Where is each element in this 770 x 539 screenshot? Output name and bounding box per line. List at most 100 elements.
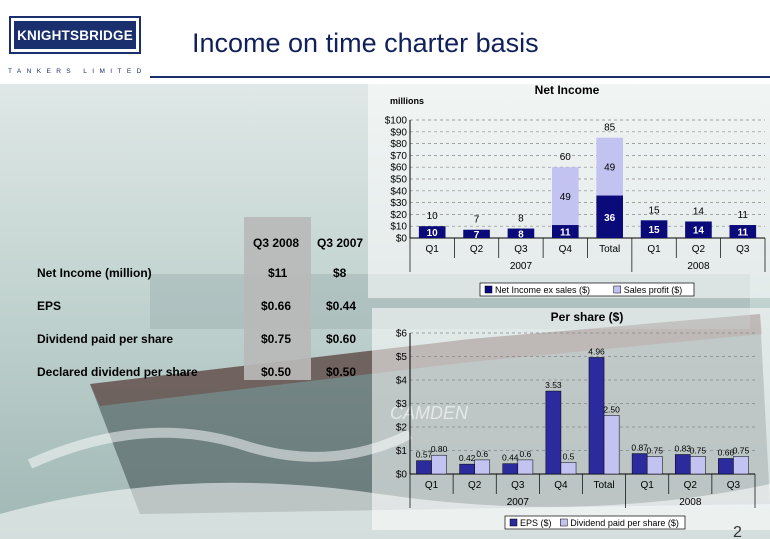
bar-data-label: 0.5	[563, 451, 575, 461]
legend-swatch	[560, 518, 568, 527]
bar-eps	[718, 458, 734, 475]
x-tick-label: Q2	[468, 480, 482, 491]
table-row-label: Net Income (million)	[37, 266, 152, 280]
table-cell: $0.75	[261, 332, 292, 346]
bar-data-label: 11	[738, 228, 749, 239]
bar-sales-profit	[596, 137, 623, 196]
x-tick-label: Q2	[470, 244, 484, 255]
table-row-label: EPS	[37, 299, 62, 313]
bar-data-label: 49	[560, 192, 572, 203]
bar-data-label: 0.44	[502, 453, 519, 463]
y-tick-label: $90	[390, 127, 407, 138]
bar-data-label: 4.96	[588, 346, 605, 356]
y-tick-label: $100	[385, 116, 408, 127]
bar-total-label: 85	[604, 123, 616, 134]
bar-eps	[502, 463, 519, 475]
chart-title: Per share ($)	[551, 310, 624, 324]
bar-net-income-ex-sales	[729, 225, 757, 238]
x-tick-label: Total	[599, 244, 620, 255]
legend-swatch	[484, 285, 493, 294]
bar-data-label: 0.80	[431, 444, 448, 454]
y-tick-label: $6	[396, 329, 408, 340]
bar-eps	[545, 390, 562, 475]
table-cell: $0.50	[261, 365, 292, 379]
bar-total-label: 60	[560, 152, 572, 163]
y-tick-label: $30	[390, 198, 407, 209]
bar-data-label: 0.57	[416, 450, 433, 460]
x-group-label: 2008	[679, 497, 702, 508]
bar-total-label: 15	[649, 205, 661, 216]
table-cell: $0.66	[261, 299, 292, 313]
bar-data-label: 10	[427, 228, 439, 239]
y-tick-label: $2	[396, 423, 408, 434]
y-tick-label: $1	[396, 446, 408, 457]
bar-net-income-ex-sales	[640, 220, 668, 238]
y-tick-label: $80	[390, 139, 407, 150]
bar-total-label: 14	[693, 206, 705, 217]
legend-box	[504, 515, 686, 530]
bar-data-label: 2.50	[603, 404, 620, 414]
legend-entry: EPS ($)	[520, 518, 552, 528]
legend-swatch	[509, 518, 518, 527]
x-group-label: 2007	[507, 497, 530, 508]
bar-net-income-ex-sales	[552, 225, 579, 238]
bar-dividend-paid	[474, 459, 491, 475]
x-tick-label: Q1	[425, 480, 439, 491]
table-header-q3-2008: Q3 2008	[253, 236, 300, 250]
bar-eps	[588, 357, 605, 475]
bar-total-label: 10	[427, 211, 439, 222]
x-tick-label: Q3	[514, 244, 528, 255]
x-tick-label: Q3	[727, 480, 741, 491]
y-tick-label: $0	[396, 470, 408, 481]
net-income-chart-panel: Net Income millions $0 $10 $20 $30 $40 $50 $60 $7…	[368, 83, 770, 298]
bar-total-label: 11	[738, 210, 749, 221]
x-group-label: 2007	[510, 261, 533, 272]
chart-legend: Net Income ex sales ($) Sales profit ($)	[479, 282, 695, 297]
table-header-q3-2007: Q3 2007	[317, 236, 364, 250]
bar-dividend-paid	[733, 456, 749, 475]
bar-data-label: 15	[649, 225, 661, 236]
company-logo: KNIGHTSBRIDGE	[9, 16, 141, 54]
legend-box	[479, 282, 695, 297]
bar-data-label: 11	[560, 228, 571, 239]
x-tick-label: Q2	[692, 244, 706, 255]
bar-sales-profit	[552, 167, 579, 226]
y-axis-label: millions	[390, 96, 424, 106]
bar-data-label: 7	[474, 230, 480, 241]
y-tick-label: $4	[396, 376, 408, 387]
table-cell: $0.60	[326, 332, 357, 346]
x-tick-label: Q1	[647, 244, 661, 255]
y-tick-label: $20	[390, 210, 407, 221]
bar-eps	[459, 463, 475, 475]
x-tick-label: Q1	[641, 480, 655, 491]
bar-data-label: 0.66	[718, 447, 735, 457]
y-tick-label: $40	[390, 186, 407, 197]
logo-subtitle: TANKERS LIMITED	[8, 68, 147, 75]
bar-eps	[631, 453, 648, 475]
y-tick-label: $10	[390, 222, 407, 233]
legend-entry: Dividend paid per share ($)	[570, 518, 679, 528]
bar-data-label: 0.87	[631, 443, 648, 453]
y-tick-label: $60	[390, 163, 407, 174]
bar-data-label: 0.83	[674, 443, 691, 453]
net-income-chart: Net Income millions $0$10$20$30$40$50$60$7…	[385, 83, 766, 297]
table-cell: $0.44	[326, 299, 357, 313]
x-tick-label: Q2	[684, 480, 698, 491]
y-tick-label: $0	[396, 234, 408, 245]
y-tick-label: $70	[390, 151, 407, 162]
bar-data-label: 0.42	[459, 453, 476, 463]
table-cell: $0.50	[326, 365, 357, 379]
legend-entry: Net Income ex sales ($)	[495, 285, 590, 295]
chart-title: Net Income	[535, 84, 600, 97]
bar-total-label: 8	[518, 214, 524, 225]
slide-title: Income on time charter basis	[192, 28, 539, 58]
per-share-chart-panel: Per share ($) $0 $1 $2 $3 $4 $5 $6 Q1 Q2 Q3 Q4 Total…	[372, 308, 770, 530]
table-row-label: Dividend paid per share	[37, 332, 174, 346]
table-row-label: Declared dividend per share	[37, 365, 198, 379]
x-tick-label: Q4	[559, 244, 573, 255]
q3-2008-column-highlight	[244, 217, 311, 380]
x-tick-label: Q1	[426, 244, 440, 255]
y-tick-label: $3	[396, 399, 408, 410]
bar-dividend-paid	[517, 459, 534, 475]
per-share-chart: Per share ($) $0 $1 $2 $3 $4 $5 $6 Q1 Q2 Q3 Q4 Total…	[396, 310, 756, 530]
